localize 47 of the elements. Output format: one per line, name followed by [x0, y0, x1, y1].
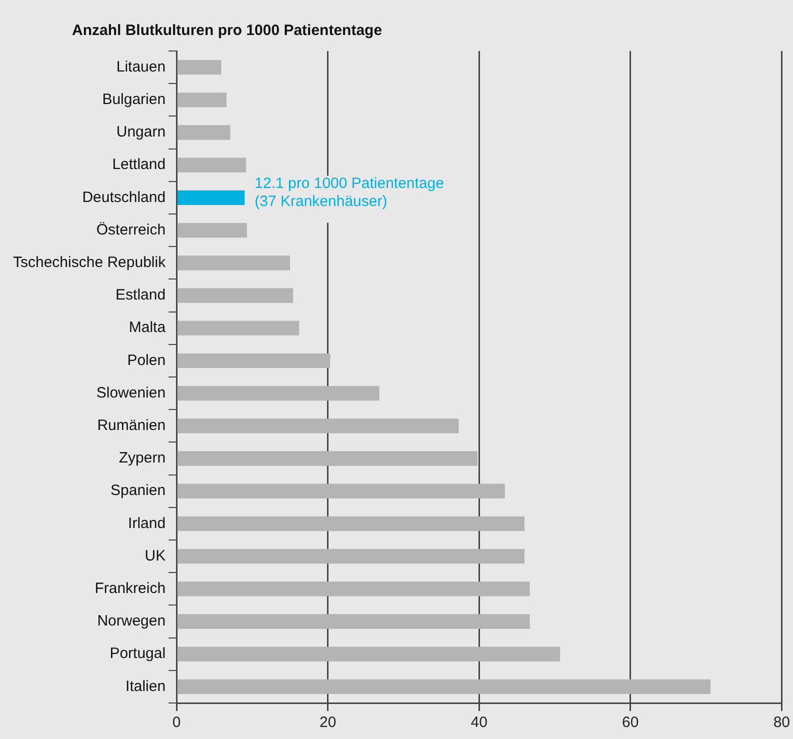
bar: [177, 320, 300, 336]
x-tick-label: 80: [773, 714, 790, 732]
bar: [177, 582, 530, 596]
y-tick-label: Österreich: [96, 221, 166, 238]
y-tick-label: Deutschland: [82, 188, 166, 206]
y-tick-label: UK: [144, 547, 166, 564]
bar: [177, 516, 524, 532]
bar: [177, 125, 230, 140]
y-tick-label: Polen: [127, 352, 166, 369]
bar: [177, 451, 478, 466]
y-tick-label: Slowenien: [96, 384, 166, 402]
bar: [177, 158, 246, 172]
bar: [177, 288, 294, 303]
y-tick-label: Lettland: [112, 156, 166, 174]
y-tick-label: Malta: [128, 319, 166, 336]
y-tick-label: Norwegen: [97, 612, 166, 630]
y-tick-label: Zypern: [118, 450, 166, 467]
bar: [177, 386, 380, 401]
bar: [177, 256, 290, 270]
bar: [177, 353, 330, 368]
bar: [177, 548, 524, 564]
bar: [177, 60, 222, 75]
y-tick-label: Portugal: [110, 645, 166, 662]
bar: [177, 222, 247, 238]
y-tick-label: Irland: [128, 514, 166, 532]
y-tick-label: Rumänien: [97, 417, 166, 434]
bar: [177, 679, 711, 694]
chart-title: Anzahl Blutkulturen pro 1000 Patiententage: [72, 22, 382, 39]
bar: [177, 418, 459, 434]
x-tick-label: 0: [172, 714, 181, 732]
y-tick-label: Frankreich: [94, 580, 166, 598]
annotation: 12.1 pro 1000 Patiententage (37 Krankenhäuser): [254, 174, 444, 210]
y-tick-label: Spanien: [110, 482, 166, 500]
y-tick-label: Italien: [126, 678, 166, 695]
bar: [177, 646, 560, 662]
bar: [177, 614, 530, 629]
x-tick-label: 20: [320, 714, 336, 732]
y-tick-label: Ungarn: [116, 124, 166, 141]
bar: [177, 92, 226, 108]
y-tick-label: Tschechische Republik: [13, 254, 166, 272]
y-tick-label: Bulgarien: [102, 91, 166, 108]
y-tick-label: Estland: [116, 286, 166, 304]
bar: [177, 484, 505, 498]
bar: [177, 190, 245, 206]
x-tick-label: 40: [470, 714, 488, 732]
x-tick-label: 60: [622, 714, 639, 732]
y-tick-label: Litauen: [116, 58, 166, 76]
